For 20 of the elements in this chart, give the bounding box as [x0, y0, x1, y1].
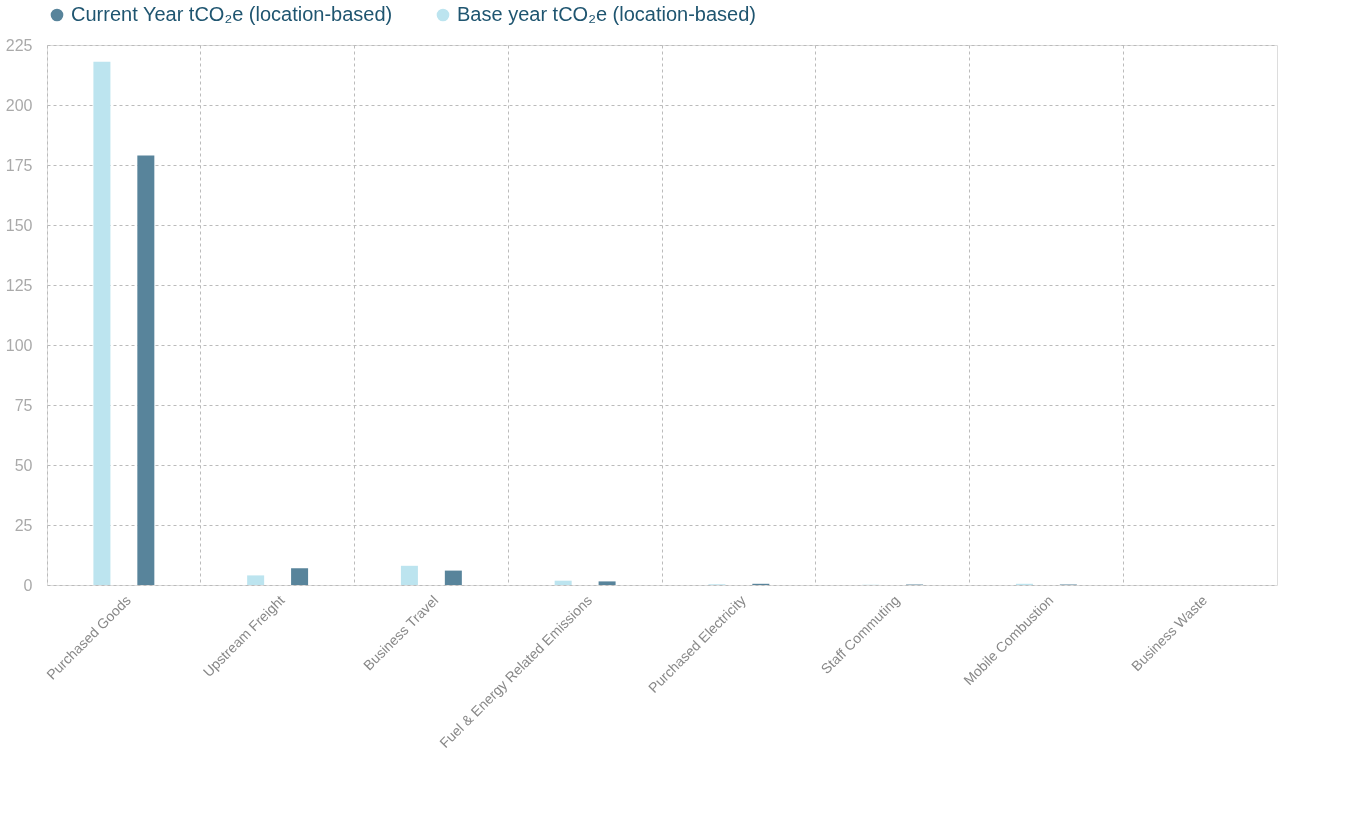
bar — [137, 155, 155, 585]
y-tick-label: 25 — [14, 516, 33, 534]
y-tick-label: 75 — [14, 396, 33, 414]
legend-label: Current Year tCO₂e (location-based) — [71, 3, 393, 25]
y-tick-label: 225 — [5, 36, 33, 54]
bar — [291, 568, 309, 585]
bar — [554, 580, 572, 585]
bar — [247, 575, 265, 585]
y-tick-label: 200 — [5, 96, 33, 114]
bar — [598, 581, 616, 585]
bar — [444, 570, 462, 585]
bar — [400, 565, 418, 585]
bar — [93, 61, 111, 585]
y-tick-label: 50 — [14, 456, 33, 474]
y-tick-label: 175 — [5, 156, 33, 174]
y-tick-label: 0 — [23, 576, 33, 594]
legend-label: Base year tCO₂e (location-based) — [457, 3, 757, 25]
y-tick-label: 100 — [5, 336, 33, 354]
y-tick-label: 125 — [5, 276, 33, 294]
y-tick-label: 150 — [5, 216, 33, 234]
